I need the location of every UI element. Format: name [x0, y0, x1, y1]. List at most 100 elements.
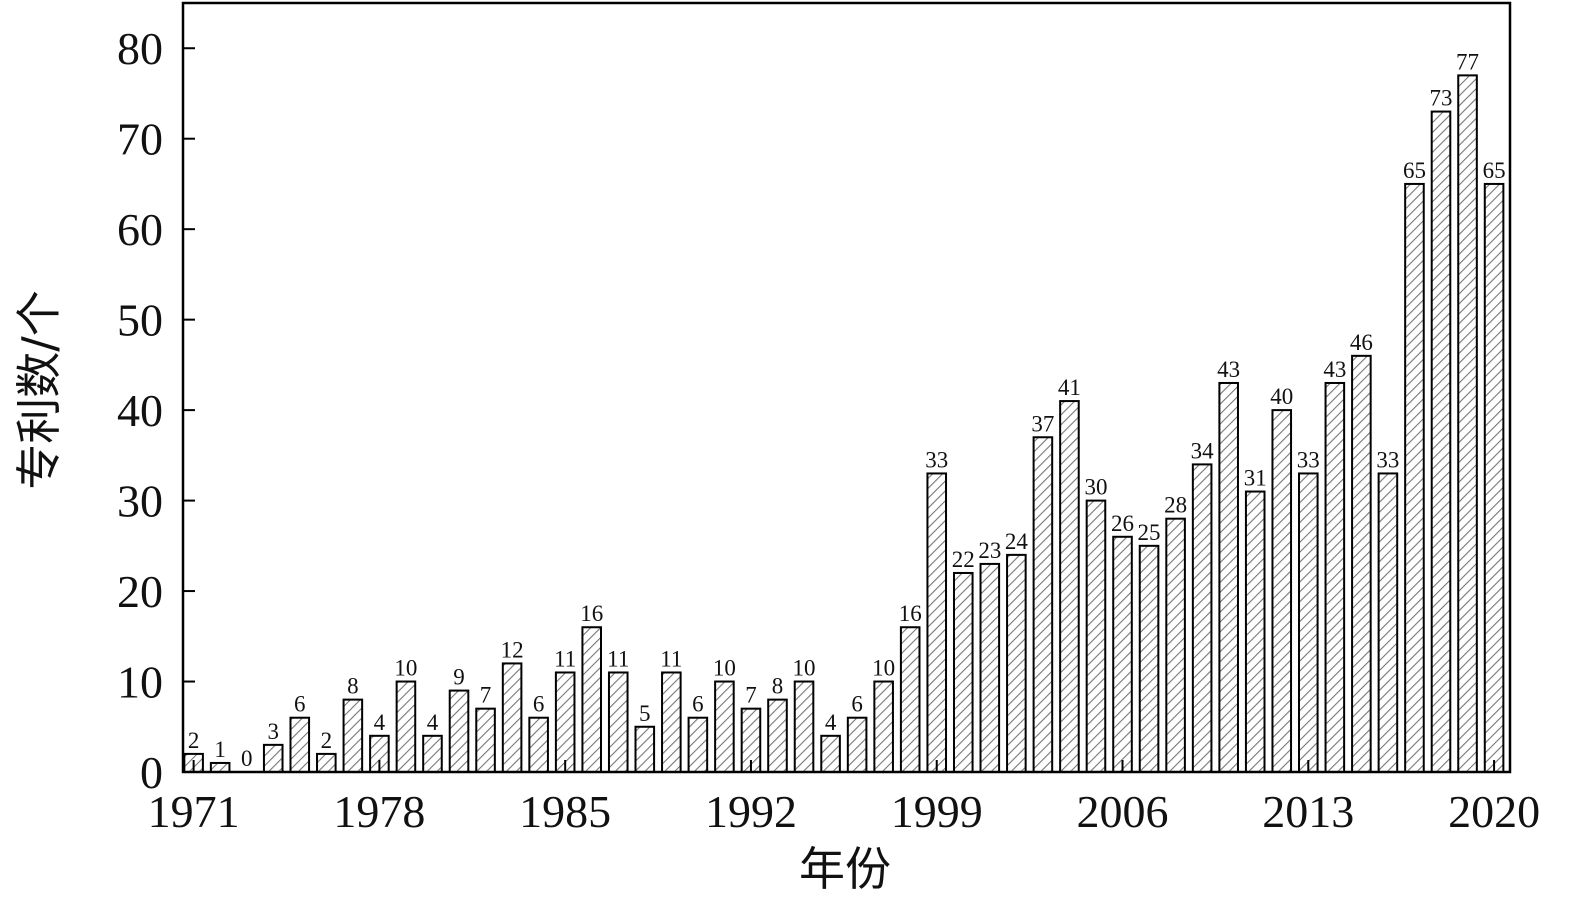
bar	[661, 671, 682, 774]
value-label: 28	[1164, 493, 1187, 518]
value-label: 2	[321, 728, 333, 753]
value-label: 33	[1376, 447, 1399, 472]
value-label: 6	[692, 692, 704, 717]
bar	[634, 725, 656, 774]
value-label: 46	[1350, 330, 1373, 355]
value-label: 7	[480, 683, 492, 708]
value-label: 4	[374, 710, 386, 735]
bar	[475, 707, 496, 774]
x-tick-label: 2013	[1262, 786, 1354, 837]
value-label: 7	[745, 683, 757, 708]
value-label: 11	[554, 646, 576, 671]
value-label: 16	[580, 601, 603, 626]
value-label: 9	[453, 665, 465, 690]
value-label: 6	[294, 692, 306, 717]
x-tick-label: 2020	[1448, 786, 1540, 837]
y-axis-label: 专利数/个	[12, 290, 66, 490]
x-tick-label: 1978	[333, 786, 425, 837]
value-label: 6	[533, 692, 545, 717]
value-label: 73	[1429, 86, 1452, 111]
bar	[1112, 535, 1133, 774]
x-tick-label: 1992	[705, 786, 797, 837]
y-tick-label: 20	[117, 566, 163, 617]
value-label: 24	[1005, 529, 1029, 554]
value-label: 77	[1456, 49, 1479, 74]
bar	[1324, 381, 1346, 773]
bar	[1191, 463, 1213, 773]
bar	[687, 716, 709, 774]
y-tick-label: 80	[117, 23, 163, 74]
value-label: 1	[214, 737, 226, 762]
bar	[1377, 472, 1399, 773]
bar	[342, 698, 364, 774]
bar	[1457, 74, 1478, 774]
value-label: 65	[1403, 158, 1426, 183]
y-tick-label: 40	[117, 385, 163, 436]
bar	[1430, 110, 1452, 774]
x-axis-label: 年份	[799, 842, 891, 896]
bar	[926, 472, 948, 773]
value-label: 65	[1483, 158, 1506, 183]
bar	[448, 689, 470, 774]
bar	[422, 734, 443, 774]
value-label: 10	[713, 656, 736, 681]
bar	[1032, 436, 1054, 773]
bar	[262, 743, 284, 774]
bar	[289, 716, 311, 774]
value-label: 4	[427, 710, 439, 735]
value-label: 22	[952, 547, 975, 572]
value-label: 10	[394, 656, 417, 681]
bar	[1351, 354, 1372, 773]
bar	[1218, 381, 1239, 773]
bar	[395, 680, 417, 774]
bar	[714, 680, 735, 774]
x-tick-label: 1985	[519, 786, 611, 837]
value-label: 26	[1111, 511, 1134, 536]
value-label: 8	[772, 674, 784, 699]
bar	[501, 662, 523, 774]
value-label: 30	[1084, 475, 1107, 500]
y-tick-label: 0	[140, 747, 163, 798]
bar	[1483, 182, 1505, 774]
bar	[846, 716, 868, 774]
x-tick-label: 1971	[148, 786, 240, 837]
value-label: 25	[1138, 520, 1161, 545]
value-label: 12	[501, 637, 524, 662]
value-label: 8	[347, 674, 359, 699]
value-label: 10	[872, 656, 895, 681]
bar	[1059, 400, 1080, 773]
plot-frame	[181, 1, 1512, 774]
value-label: 37	[1031, 411, 1054, 436]
value-label: 40	[1270, 384, 1293, 409]
bar	[554, 671, 576, 774]
bar	[316, 752, 337, 774]
bar	[767, 698, 788, 774]
y-tick-label: 70	[117, 114, 163, 165]
value-label: 11	[607, 646, 629, 671]
value-label: 31	[1244, 466, 1267, 491]
value-label: 23	[978, 538, 1001, 563]
bar	[581, 626, 603, 774]
bar	[979, 562, 1001, 774]
y-tick-label: 10	[117, 657, 163, 708]
x-tick-label: 2006	[1077, 786, 1169, 837]
bar	[607, 671, 629, 774]
value-label: 33	[925, 447, 948, 472]
bar	[1271, 409, 1293, 773]
bar	[528, 716, 549, 774]
value-label: 43	[1217, 357, 1240, 382]
bar	[952, 571, 974, 774]
value-label: 41	[1058, 375, 1081, 400]
bar	[1298, 472, 1319, 773]
bar	[209, 761, 231, 774]
bar	[1165, 517, 1186, 774]
value-label: 34	[1191, 438, 1215, 463]
bar	[1085, 499, 1107, 773]
bar	[1404, 182, 1425, 774]
value-label: 6	[851, 692, 863, 717]
value-label: 0	[241, 746, 253, 771]
bar	[793, 680, 815, 774]
bar	[1006, 553, 1027, 774]
